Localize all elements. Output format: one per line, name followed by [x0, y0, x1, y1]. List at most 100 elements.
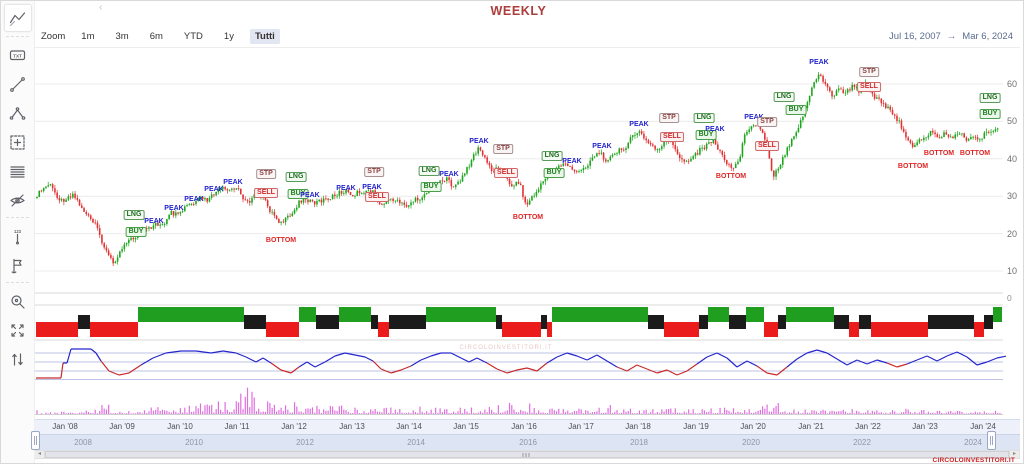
- range-button-ytd[interactable]: YTD: [183, 31, 203, 42]
- signal-stp-label: STP: [659, 113, 679, 123]
- page-title: WEEKLY: [490, 4, 547, 18]
- x-axis-label: Jan '24: [970, 422, 996, 431]
- volume-layer: [36, 387, 1001, 414]
- signal-peak-label: PEAK: [705, 126, 725, 133]
- signal-lng-label: LNG: [541, 151, 563, 161]
- signal-peak-label: PEAK: [592, 143, 612, 150]
- signal-buy-label: BUY: [420, 182, 442, 192]
- tool-flag-button[interactable]: [5, 252, 31, 278]
- signal-sell-label: SELL: [755, 141, 779, 151]
- navigator-year-label: 2014: [407, 437, 425, 447]
- x-axis-label: Jan '18: [625, 422, 651, 431]
- signal-bottom-label: BOTTOM: [923, 150, 955, 157]
- candles-layer: [36, 72, 999, 267]
- range-button-3m[interactable]: 3m: [115, 31, 129, 42]
- signal-stp-label: STP: [364, 167, 384, 177]
- tool-hide-drawings-button[interactable]: [5, 187, 31, 213]
- tool-line-button[interactable]: [5, 71, 31, 97]
- range-toolbar: Zoom 1m 3m 6m YTD 1y Tutti: [41, 29, 280, 44]
- scroll-right-button[interactable]: ▸: [1009, 451, 1019, 458]
- y-axis-label: 30: [1007, 191, 1018, 202]
- navigator-year-label: 2024: [964, 437, 982, 447]
- y-axis-label: 40: [1007, 153, 1018, 164]
- navigator-band[interactable]: 2008 2010 2012 2014 2016 2018 2020 2022 2024: [34, 434, 1020, 451]
- toolbar-divider: [34, 47, 1020, 48]
- range-button-tutti[interactable]: Tutti: [249, 29, 280, 44]
- tool-zoom-settings-button[interactable]: [5, 288, 31, 314]
- tool-expand-button[interactable]: [5, 317, 31, 343]
- navigator-year-label: 2020: [742, 437, 760, 447]
- drawing-tools-sidebar: TXT: [1, 1, 35, 463]
- collapse-panel-icon[interactable]: ‹: [99, 2, 103, 13]
- zoom-label: Zoom: [41, 31, 66, 42]
- navigator-right-handle[interactable]: [987, 431, 996, 450]
- x-axis-row: Jan '08 Jan '09 Jan '10 Jan '11 Jan '12 Jan '…: [34, 419, 1020, 435]
- horizontal-scrollbar[interactable]: ◂ ▸: [34, 450, 1020, 459]
- navigator-left-handle[interactable]: [31, 431, 40, 450]
- site-watermark: CIRCOLOINVESTITORI.IT: [932, 457, 1015, 464]
- signal-peak-label: PEAK: [439, 171, 459, 178]
- tool-rows-button[interactable]: [5, 158, 31, 184]
- signal-peak-label: PEAK: [469, 138, 489, 145]
- x-axis-label: Jan '20: [740, 422, 766, 431]
- range-button-1y[interactable]: 1y: [223, 31, 234, 42]
- scrollbar-thumb[interactable]: [45, 451, 1009, 458]
- tool-measure-button[interactable]: 123: [5, 223, 31, 249]
- range-button-6m[interactable]: 6m: [149, 31, 163, 42]
- band-zero-label: 0: [1007, 293, 1012, 303]
- date-to[interactable]: Mar 6, 2024: [962, 31, 1013, 42]
- tool-text-button[interactable]: TXT: [5, 42, 31, 68]
- signal-bottom-label: BOTTOM: [512, 214, 544, 221]
- line-tool-icon: [10, 76, 25, 92]
- range-button-1m[interactable]: 1m: [81, 31, 95, 42]
- y-axis-label: 60: [1007, 79, 1018, 89]
- sidebar-divider: [6, 36, 29, 38]
- scroll-left-button[interactable]: ◂: [35, 451, 45, 458]
- signal-lng-label: LNG: [285, 172, 307, 182]
- svg-text:123: 123: [14, 229, 22, 234]
- tool-path-button[interactable]: [5, 100, 31, 126]
- date-from[interactable]: Jul 16, 2007: [889, 31, 941, 42]
- navigator-year-label: 2008: [74, 437, 92, 447]
- x-axis-label: Jan '21: [798, 422, 824, 431]
- tool-select-region-button[interactable]: [5, 129, 31, 155]
- x-axis-label: Jan '22: [855, 422, 881, 431]
- x-axis-label: Jan '16: [511, 422, 537, 431]
- tool-trend-lines-button[interactable]: [3, 4, 32, 32]
- magnifier-icon: [11, 294, 25, 309]
- signal-buy-label: BUY: [695, 130, 717, 140]
- signal-stp-label: STP: [859, 67, 879, 77]
- x-axis-label: Jan '08: [52, 422, 78, 431]
- x-axis-label: Jan '11: [224, 422, 250, 431]
- x-axis-label: Jan '13: [339, 422, 365, 431]
- text-tool-icon: TXT: [9, 49, 26, 60]
- signal-peak-label: PEAK: [336, 185, 356, 192]
- y-axis-label: 50: [1007, 116, 1018, 127]
- x-axis-label: Jan '14: [396, 422, 422, 431]
- tool-adjust-button[interactable]: [5, 346, 31, 372]
- signal-peak-label: PEAK: [184, 196, 204, 203]
- signal-peak-label: PEAK: [300, 192, 320, 199]
- signal-stp-label: STP: [757, 117, 777, 127]
- y-axis-label: 20: [1007, 228, 1018, 239]
- signal-buy-label: BUY: [543, 168, 565, 178]
- regime-band-layer: [36, 307, 1002, 337]
- path-tool-icon: [9, 106, 26, 120]
- adjust-sliders-icon: [12, 352, 23, 366]
- x-axis-label: Jan '12: [281, 422, 307, 431]
- chart-plot-area[interactable]: [34, 51, 1008, 419]
- signal-lng-label: LNG: [693, 113, 715, 123]
- select-region-icon: [10, 134, 25, 150]
- signal-lng-label: LNG: [979, 93, 1001, 103]
- expand-icon: [11, 323, 24, 337]
- date-range: Jul 16, 2007 → Mar 6, 2024: [889, 31, 1013, 42]
- signal-peak-label: PEAK: [164, 205, 184, 212]
- signal-stp-label: STP: [256, 169, 276, 179]
- signal-peak-label: PEAK: [204, 186, 224, 193]
- price-chart-svg: [34, 56, 1008, 415]
- signal-bottom-label: BOTTOM: [265, 237, 297, 244]
- navigator-year-label: 2018: [630, 437, 648, 447]
- signal-peak-label: PEAK: [223, 179, 243, 186]
- signal-sell-label: SELL: [254, 188, 278, 198]
- signal-buy-label: BUY: [125, 227, 147, 237]
